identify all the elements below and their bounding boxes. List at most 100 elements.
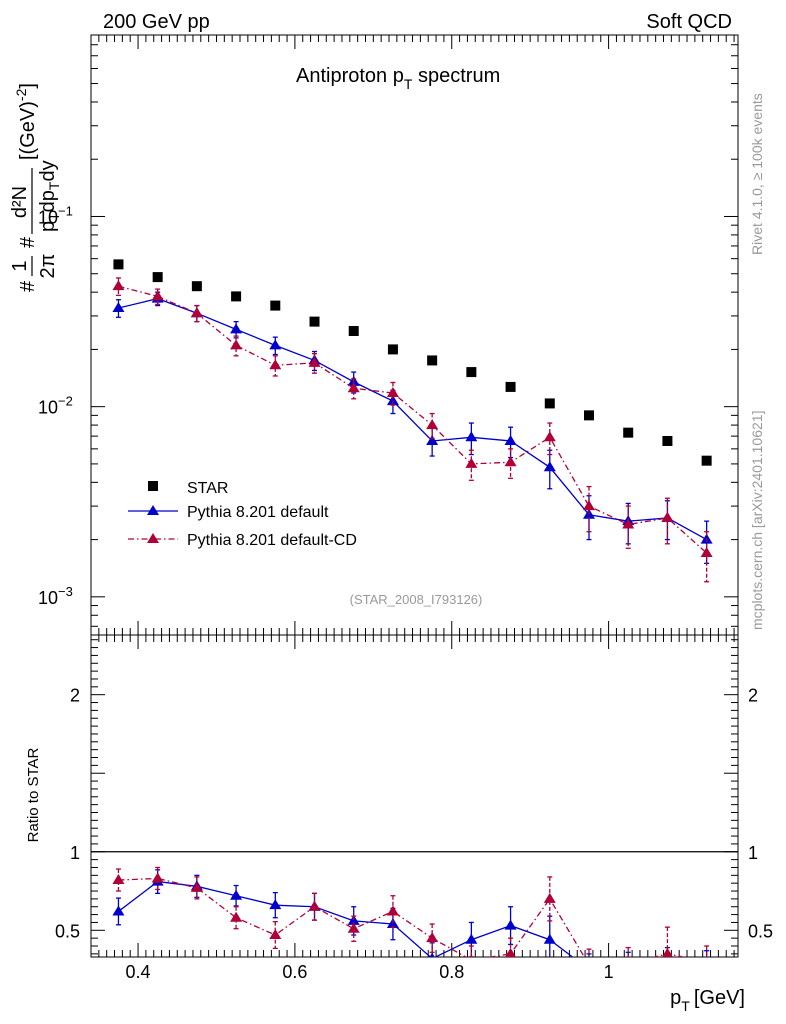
svg-text:d²N: d²N [9, 186, 31, 218]
star-point [662, 435, 673, 446]
default-point [269, 339, 282, 350]
ratio-default-cd-point [308, 900, 321, 911]
ratio-series-group [112, 866, 713, 974]
ratio-y-tick-label-left: 1 [70, 843, 80, 863]
ratio-default-cd-point [190, 881, 203, 892]
svg-text:pTdpTdy: pTdpTdy [37, 160, 62, 232]
default-cd-point [504, 456, 517, 467]
ratio-y-tick-label-right: 0.5 [748, 921, 773, 941]
default-cd-point [700, 547, 713, 558]
y-tick-label: 10−2 [38, 394, 73, 418]
ratio-default-point [701, 960, 713, 970]
default-cd-point [543, 431, 556, 442]
x-tick-label: 0.6 [282, 962, 307, 982]
svg-text:1: 1 [9, 260, 31, 271]
ratio-default-point [661, 957, 673, 967]
ratio-axis-ticks: 0.4 0.6 0.8 1 0.5 0.5 1 1 2 2 [55, 635, 773, 982]
svg-text:2π: 2π [37, 254, 59, 279]
ratio-default-point [622, 962, 634, 972]
ratio-y-tick-label-right: 2 [748, 686, 758, 706]
ratio-default-cd-point [469, 954, 474, 957]
star-point [427, 355, 438, 366]
default-cd-point [269, 359, 282, 370]
legend-label-star: STAR [187, 480, 228, 497]
x-tick-label: 0.4 [126, 962, 151, 982]
default-series-line [118, 297, 707, 541]
star-point [544, 398, 555, 409]
default-point [543, 461, 556, 472]
default-point [386, 395, 399, 406]
svg-text:#: # [17, 236, 39, 248]
header-left: 200 GeV pp [103, 11, 210, 33]
default-cd-point [151, 290, 164, 301]
svg-text:[(GeV)-2]: [(GeV)-2] [13, 83, 39, 160]
ratio-default-point [543, 933, 556, 944]
ratio-default-line [118, 880, 574, 957]
ratio-plot-frame [90, 634, 739, 958]
legend-marker-default-cd [147, 533, 159, 543]
legend-label-default: Pythia 8.201 default [187, 504, 329, 521]
ratio-y-tick-label-left: 0.5 [55, 921, 80, 941]
legend-marker-default [147, 505, 159, 515]
star-point [348, 325, 359, 336]
ratio-default-cd-point [543, 892, 556, 903]
star-point [231, 291, 242, 302]
main-axis-ticks: 10−1 10−2 10−3 [38, 34, 738, 635]
ratio-default-cd-line [118, 877, 687, 957]
ratio-default-point [230, 889, 243, 900]
star-point [466, 367, 477, 378]
legend: STAR Pythia 8.201 default Pythia 8.201 d… [128, 480, 357, 549]
ratio-default-cd-point [386, 905, 399, 916]
default-cd-point [465, 457, 478, 468]
star-point [387, 344, 398, 355]
x-tick-label: 1 [604, 962, 614, 982]
star-point [583, 410, 594, 421]
default-cd-point [582, 500, 595, 511]
default-cd-point [426, 419, 439, 430]
ratio-default-point [504, 919, 517, 930]
rivet-label: Rivet 4.1.0, ≥ 100k events [749, 93, 765, 255]
ratio-default-point [269, 899, 282, 910]
svg-text:#: # [17, 280, 39, 292]
legend-label-default-cd: Pythia 8.201 default-CD [187, 532, 357, 549]
y-tick-label: 10−3 [38, 584, 73, 608]
default-cd-point [386, 386, 399, 397]
ratio-default-cd-point [112, 874, 125, 885]
ratio-default-point [429, 952, 435, 957]
star-point [191, 281, 202, 292]
ratio-default-cd-point [661, 947, 673, 957]
ratio-default-cd-point [705, 955, 708, 957]
ratio-y-tick-label-left: 2 [70, 686, 80, 706]
star-point [152, 272, 163, 283]
ratio-default-cd-point [230, 911, 243, 922]
x-tick-label: 0.8 [439, 962, 464, 982]
ratio-default-point [583, 964, 595, 974]
default-cd-point [661, 511, 674, 522]
ratio-default-cd-point [269, 929, 282, 940]
default-cd-point [347, 382, 360, 393]
mcplots-label: mcplots.cern.ch [arXiv:2401.10621] [749, 411, 765, 630]
star-point [701, 455, 712, 466]
default-cd-point [112, 280, 125, 291]
ratio-default-cd-point [505, 947, 517, 957]
main-series-group [112, 259, 713, 583]
main-plot-title: Antiproton pT spectrum [296, 65, 500, 92]
star-point [113, 259, 124, 270]
default-point [230, 323, 243, 334]
ratio-default-cd-point [347, 922, 360, 933]
x-axis-label: pT [GeV] [670, 987, 745, 1014]
ratio-default-cd-point [426, 932, 439, 943]
star-point [270, 300, 281, 311]
main-y-axis-label: # 1 2π # d²N pTdpTdy [(GeV)-2] [9, 83, 62, 292]
default-point [426, 434, 439, 445]
default-cd-series-line [118, 285, 708, 554]
header-right: Soft QCD [646, 11, 732, 33]
ratio-default-cd-point [583, 959, 595, 969]
ratio-y-axis-label: Ratio to STAR [25, 747, 42, 842]
analysis-id: (STAR_2008_I793126) [350, 592, 483, 607]
ratio-y-tick-label-right: 1 [748, 843, 758, 863]
default-point [112, 302, 125, 313]
default-cd-point [190, 307, 203, 318]
star-point [623, 427, 634, 438]
